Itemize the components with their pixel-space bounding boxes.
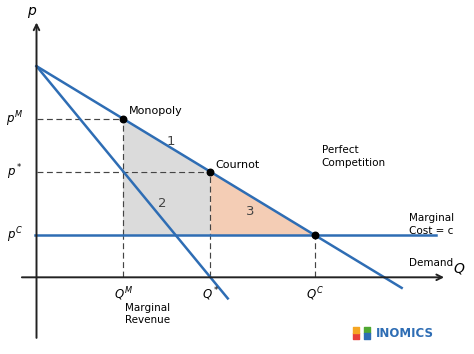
Text: Perfect
Competition: Perfect Competition	[322, 145, 386, 167]
Point	[363, 333, 371, 339]
Text: Marginal
Cost = c: Marginal Cost = c	[409, 213, 454, 236]
Point	[353, 327, 360, 333]
Text: $Q^C$: $Q^C$	[306, 286, 324, 303]
Text: 2: 2	[158, 197, 167, 210]
Text: $Q^*$: $Q^*$	[201, 286, 219, 303]
Text: INOMICS: INOMICS	[375, 327, 434, 340]
Text: $p^M$: $p^M$	[6, 109, 23, 129]
Text: $p^C$: $p^C$	[7, 225, 23, 245]
Text: $Q^M$: $Q^M$	[114, 286, 133, 303]
Point	[363, 327, 371, 333]
Point	[353, 333, 360, 339]
Text: $p^*$: $p^*$	[7, 162, 23, 182]
Text: 3: 3	[246, 205, 254, 218]
Text: 1: 1	[167, 135, 175, 148]
Point	[311, 232, 319, 238]
Point	[119, 116, 127, 122]
Point	[207, 169, 214, 175]
Text: Cournot: Cournot	[216, 160, 260, 170]
Text: Demand: Demand	[409, 258, 453, 268]
Text: p: p	[27, 4, 36, 18]
Text: Q: Q	[454, 261, 465, 275]
Text: Monopoly: Monopoly	[128, 106, 182, 116]
Text: Marginal
Revenue: Marginal Revenue	[125, 303, 170, 325]
